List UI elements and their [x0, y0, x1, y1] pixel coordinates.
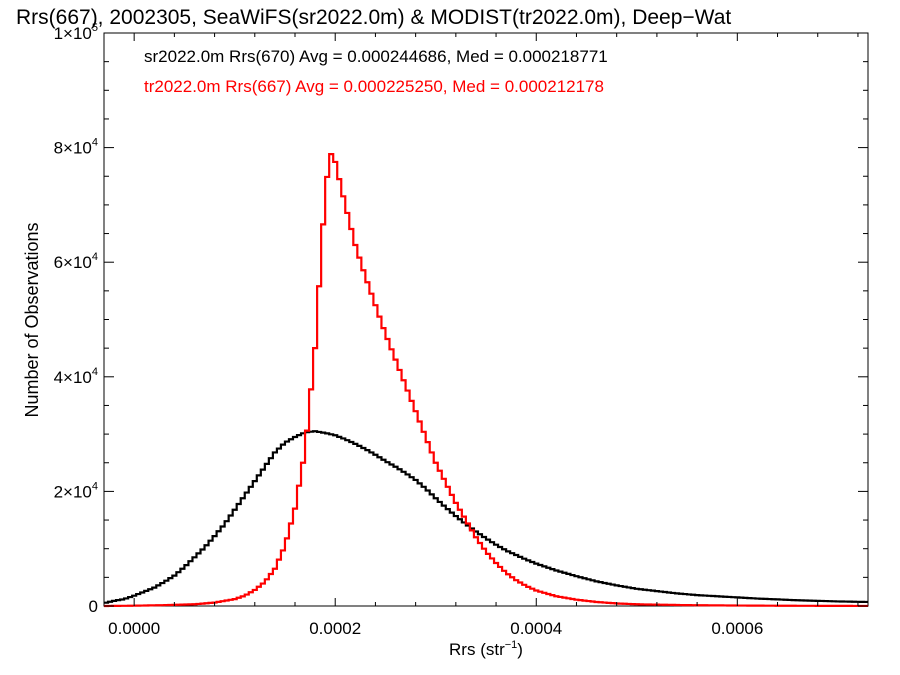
- y-tick-label-0: 0: [89, 597, 98, 616]
- x-tick-label-2: 0.0004: [510, 619, 562, 638]
- y-axis-label: Number of Observations: [22, 222, 42, 417]
- y-tick-label-4: 8×104: [54, 137, 98, 158]
- series-line-tr2022: [104, 153, 868, 608]
- series-line-sr2022: [104, 430, 868, 604]
- y-tick-label-1: 2×104: [54, 480, 98, 501]
- x-axis-label-superscript: −1: [505, 639, 518, 651]
- x-tick-label-0: 0.0000: [108, 619, 160, 638]
- series-layer: [104, 153, 868, 608]
- y-tick-label-3: 6×104: [54, 251, 98, 272]
- y-tick-label-2: 4×104: [54, 366, 98, 387]
- y-axis-ticks: 0 2×104 4×104 6×104 8×104 1×105: [54, 22, 868, 616]
- x-axis-label: Rrs (str−1): [449, 639, 523, 659]
- y-tick-label-5: 1×105: [54, 22, 98, 43]
- plot-frame: [103, 32, 869, 607]
- chart-title: Rrs(667), 2002305, SeaWiFS(sr2022.0m) & …: [16, 6, 731, 29]
- x-tick-label-1: 0.0002: [309, 619, 361, 638]
- x-axis-label-end: ): [517, 640, 523, 659]
- x-tick-label-3: 0.0006: [711, 619, 763, 638]
- x-axis-ticks: 0.0000 0.0002 0.0004 0.0006: [108, 33, 859, 638]
- legend-entry-sr2022: sr2022.0m Rrs(670) Avg = 0.000244686, Me…: [144, 47, 608, 66]
- legend: sr2022.0m Rrs(670) Avg = 0.000244686, Me…: [144, 47, 608, 96]
- legend-entry-tr2022: tr2022.0m Rrs(667) Avg = 0.000225250, Me…: [144, 77, 604, 96]
- x-axis-label-main: Rrs (str: [449, 640, 505, 659]
- plot-area: 0.0000 0.0002 0.0004 0.0006 0 2×104 4×104 6×10…: [54, 22, 869, 638]
